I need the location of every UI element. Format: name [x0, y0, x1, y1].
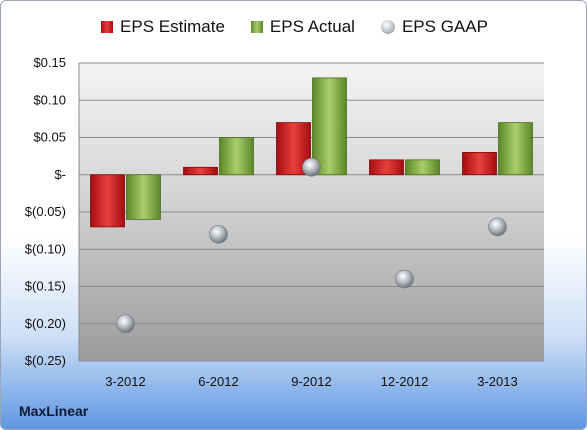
bar-eps-estimate — [462, 151, 497, 176]
legend-swatch-estimate — [101, 21, 114, 33]
bar-eps-estimate — [183, 166, 218, 176]
y-tick-label: $(0.25) — [25, 353, 66, 368]
y-tick-label: $(0.20) — [25, 316, 66, 331]
bar-eps-estimate — [276, 122, 311, 176]
x-tick-label: 12-2012 — [381, 374, 429, 389]
y-tick-label: $(0.15) — [25, 279, 66, 294]
y-tick-label: $(0.05) — [25, 204, 66, 219]
marker-eps-gaap — [116, 314, 135, 334]
bar-eps-actual — [219, 137, 254, 176]
bar-eps-actual — [498, 122, 533, 176]
x-tick-label: 9-2012 — [291, 374, 331, 389]
legend-label-estimate: EPS Estimate — [120, 17, 225, 36]
legend-item-actual: EPS Actual — [250, 17, 355, 37]
legend-swatch-actual — [250, 21, 263, 33]
x-tick-label: 6-2012 — [198, 374, 238, 389]
marker-eps-gaap — [302, 158, 321, 177]
bar-eps-actual — [126, 174, 161, 220]
gaap-markers — [116, 158, 507, 334]
legend-swatch-gaap — [380, 20, 395, 34]
legend: EPS Estimate EPS Actual EPS GAAP — [1, 17, 586, 37]
y-tick-label: $0.15 — [33, 55, 66, 70]
bars — [90, 77, 533, 228]
y-axis-ticks: $0.15 $0.10 $0.05 $- $(0.05) $(0.10) $(0.15) $(… — [25, 55, 66, 368]
marker-eps-gaap — [488, 217, 507, 237]
brand-label: MaxLinear — [19, 403, 89, 419]
marker-eps-gaap — [395, 269, 414, 289]
y-tick-label: $0.10 — [33, 92, 66, 107]
legend-label-actual: EPS Actual — [269, 17, 355, 36]
legend-label-gaap: EPS GAAP — [401, 17, 488, 36]
x-axis-ticks: 3-2012 6-2012 9-2012 12-2012 3-2013 — [105, 374, 517, 389]
bar-eps-actual — [405, 159, 440, 176]
y-tick-label: $(0.10) — [25, 241, 66, 256]
marker-eps-gaap — [209, 225, 228, 244]
y-tick-label: $0.05 — [33, 130, 66, 145]
legend-item-gaap: EPS GAAP — [380, 17, 488, 37]
bar-eps-estimate — [369, 159, 404, 176]
bar-eps-actual — [312, 77, 347, 176]
legend-item-estimate: EPS Estimate — [101, 17, 225, 37]
y-tick-label: $- — [54, 167, 66, 182]
x-tick-label: 3-2012 — [105, 374, 145, 389]
bar-eps-estimate — [90, 174, 125, 228]
x-tick-label: 3-2013 — [477, 374, 517, 389]
